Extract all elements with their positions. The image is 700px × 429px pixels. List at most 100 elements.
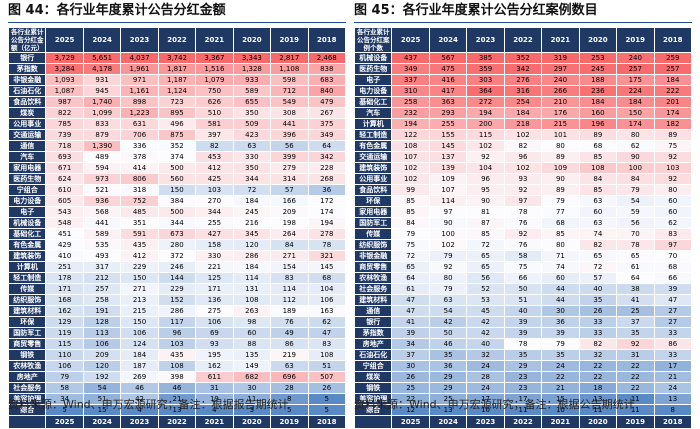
cell: 113 bbox=[82, 327, 122, 339]
cell: 268 bbox=[307, 173, 346, 185]
cell: 63 bbox=[578, 217, 618, 229]
footer-row: 2025 2024 2023 2022 2021 2020 2019 2018 bbox=[7, 415, 346, 429]
cell: 63 bbox=[232, 140, 272, 152]
cell: 216 bbox=[232, 217, 272, 229]
cell: 4,037 bbox=[120, 52, 159, 64]
cell: 752 bbox=[120, 195, 159, 207]
cell: 72 bbox=[578, 261, 618, 273]
cell: 109 bbox=[428, 173, 468, 185]
cell: 102 bbox=[391, 162, 430, 174]
cell: 27 bbox=[653, 316, 692, 328]
column-footer: 2020 bbox=[232, 415, 272, 429]
cell: 38 bbox=[616, 283, 655, 295]
cell: 257 bbox=[616, 63, 655, 75]
cell: 535 bbox=[82, 239, 122, 251]
cell: 184 bbox=[616, 96, 655, 108]
row-label: 轻工制造 bbox=[353, 129, 393, 141]
row-label: 有色金属 bbox=[353, 140, 393, 152]
cell: 166 bbox=[270, 195, 309, 207]
cell: 39 bbox=[503, 316, 543, 328]
cell: 275 bbox=[195, 305, 234, 317]
column-header: 2018 bbox=[307, 27, 346, 53]
cell: 35 bbox=[503, 349, 543, 361]
cell: 65 bbox=[466, 250, 505, 262]
cell: 263 bbox=[232, 305, 272, 317]
cell: 271 bbox=[270, 250, 309, 262]
cell: 106 bbox=[45, 360, 84, 372]
cell: 54 bbox=[82, 382, 122, 394]
cell: 144 bbox=[157, 272, 197, 284]
cell: 108 bbox=[157, 360, 197, 372]
cell: 200 bbox=[466, 118, 505, 130]
cell: 624 bbox=[45, 173, 84, 185]
data-row: 非银金融 72 79 65 58 71 65 65 70 bbox=[353, 250, 692, 262]
cell: 108 bbox=[578, 162, 618, 174]
row-label: 钢铁 bbox=[353, 382, 393, 394]
cell: 875 bbox=[157, 129, 197, 141]
cell: 259 bbox=[653, 52, 692, 64]
cell: 22 bbox=[616, 371, 655, 383]
cell: 82 bbox=[195, 140, 234, 152]
cell: 28 bbox=[270, 382, 309, 394]
cell: 280 bbox=[157, 239, 197, 251]
cell: 36 bbox=[541, 316, 580, 328]
cell: 345 bbox=[232, 228, 272, 240]
cell: 352 bbox=[157, 140, 197, 152]
cell: 479 bbox=[307, 96, 346, 108]
cell: 60 bbox=[578, 206, 618, 218]
cell: 155 bbox=[428, 129, 468, 141]
cell: 22 bbox=[541, 371, 580, 383]
cell: 272 bbox=[466, 96, 505, 108]
cell: 13 bbox=[653, 393, 692, 405]
table: 各行业累计公告分红金额（亿元） 2025 2024 2023 2022 2021 2020 2… bbox=[7, 27, 346, 429]
cell: 723 bbox=[157, 96, 197, 108]
data-row: 石油石化 1,087 945 1,161 1,124 750 589 712 840 bbox=[7, 85, 346, 97]
cell: 253 bbox=[578, 52, 618, 64]
cell: 82 bbox=[578, 239, 618, 251]
cell: 581 bbox=[195, 118, 234, 130]
cell: 57 bbox=[578, 272, 618, 284]
row-label: 家用电器 bbox=[353, 206, 393, 218]
cell: 106 bbox=[307, 294, 346, 306]
cell: 314 bbox=[270, 173, 309, 185]
cell: 218 bbox=[503, 118, 543, 130]
row-label: 计算机 bbox=[353, 118, 393, 130]
data-row: 轻工制造 122 155 115 102 101 89 80 89 bbox=[353, 129, 692, 141]
cell: 174 bbox=[307, 206, 346, 218]
cell: 521 bbox=[82, 184, 122, 196]
row-label: 房地产 bbox=[353, 338, 393, 350]
data-row: 公用事业 102 109 96 93 90 84 84 92 bbox=[353, 173, 692, 185]
data-row: 计算机 194 255 200 218 215 196 174 182 bbox=[353, 118, 692, 130]
row-label: 建筑材料 bbox=[353, 294, 393, 306]
cell: 375 bbox=[307, 118, 346, 130]
cell: 70 bbox=[616, 228, 655, 240]
cell: 47 bbox=[391, 294, 430, 306]
row-label: 汽车 bbox=[353, 107, 393, 119]
cell: 100 bbox=[428, 228, 468, 240]
cell: 236 bbox=[578, 85, 618, 97]
cell: 712 bbox=[270, 85, 309, 97]
cell: 26 bbox=[391, 371, 430, 383]
cell: 128 bbox=[82, 316, 122, 328]
row-label: 家用电器 bbox=[7, 162, 47, 174]
cell: 184 bbox=[232, 195, 272, 207]
cell: 17 bbox=[653, 360, 692, 372]
cell: 187 bbox=[120, 360, 159, 372]
cell: 90 bbox=[428, 217, 468, 229]
cell: 398 bbox=[157, 371, 197, 383]
cell: 35 bbox=[616, 327, 655, 339]
cell: 378 bbox=[120, 151, 159, 163]
cell: 2,468 bbox=[307, 52, 346, 64]
data-row: 基础化工 451 589 591 673 427 345 264 278 bbox=[7, 228, 346, 240]
cell: 201 bbox=[653, 96, 692, 108]
cell: 485 bbox=[120, 206, 159, 218]
data-row: 国防军工 119 113 106 96 69 60 49 47 bbox=[7, 327, 346, 339]
cell: 489 bbox=[82, 151, 122, 163]
cell: 267 bbox=[307, 107, 346, 119]
cell: 75 bbox=[391, 239, 430, 251]
cell: 363 bbox=[428, 96, 468, 108]
data-row: 纺织服饰 75 102 72 76 80 82 78 97 bbox=[353, 239, 692, 251]
cell: 102 bbox=[391, 173, 430, 185]
cell: 22 bbox=[391, 393, 430, 405]
header-row: 各行业累计公告分红金额（亿元） 2025 2024 2023 2022 2021 2020 2… bbox=[7, 27, 346, 53]
